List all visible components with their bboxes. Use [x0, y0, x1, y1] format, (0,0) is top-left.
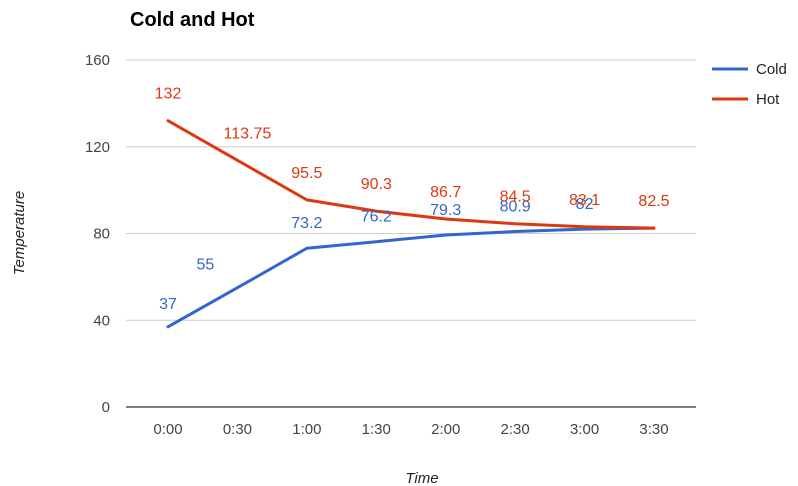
data-label-cold: 80.9	[500, 199, 531, 216]
legend-label-hot: Hot	[756, 91, 780, 108]
x-tick-label: 1:00	[292, 421, 321, 438]
y-tick-label: 120	[85, 139, 110, 156]
data-label-hot: 86.7	[430, 184, 461, 201]
data-label-hot: 84.5	[500, 189, 531, 206]
data-labels: 37 55 73.2 76.2 79.3 80.9 82 132 113.75 95.5 90.3 8…	[155, 86, 670, 313]
x-tick-label: 0:30	[223, 421, 252, 438]
x-axis-title: Time	[405, 470, 438, 486]
y-tick-label: 40	[93, 312, 110, 329]
data-label-hot: 113.75	[224, 125, 272, 142]
series-lines	[166, 119, 656, 329]
data-label-hot: 82.5	[638, 193, 669, 210]
x-tick-label: 0:00	[153, 421, 182, 438]
x-axis-ticks: 0:00 0:30 1:00 1:30 2:00 2:30 3:00 3:30	[153, 421, 668, 438]
y-tick-label: 160	[85, 52, 110, 69]
data-label-cold: 82	[576, 196, 594, 213]
x-tick-label: 3:00	[570, 421, 599, 438]
y-tick-label: 80	[93, 226, 110, 243]
data-label-cold: 37	[159, 296, 177, 313]
x-tick-label: 2:00	[431, 421, 460, 438]
data-label-cold: 73.2	[291, 215, 322, 232]
series-line-hot	[166, 119, 656, 230]
data-label-cold: 55	[197, 257, 215, 274]
y-axis-ticks: 0 40 80 120 160	[85, 52, 110, 416]
data-label-hot: 83.1	[569, 192, 600, 209]
legend: Cold Hot	[712, 61, 787, 108]
data-label-cold: 79.3	[430, 202, 461, 219]
series-line-cold	[166, 226, 656, 329]
y-tick-label: 0	[102, 399, 110, 416]
data-label-hot: 132	[155, 86, 182, 103]
x-tick-label: 1:30	[362, 421, 391, 438]
data-label-hot: 95.5	[291, 165, 322, 182]
data-label-hot: 90.3	[361, 176, 392, 193]
data-label-cold: 76.2	[361, 209, 392, 226]
x-tick-label: 3:30	[639, 421, 668, 438]
gridlines	[126, 59, 696, 408]
legend-label-cold: Cold	[756, 61, 787, 78]
y-axis-title: Temperature	[11, 191, 28, 276]
x-tick-label: 2:30	[501, 421, 530, 438]
chart-title: Cold and Hot	[130, 9, 255, 31]
